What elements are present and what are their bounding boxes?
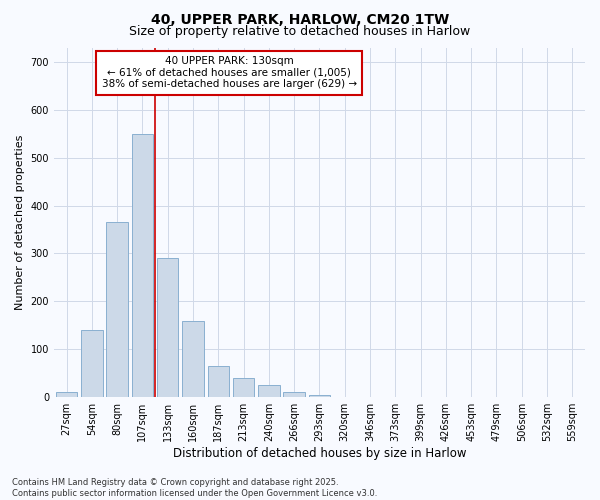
Text: Size of property relative to detached houses in Harlow: Size of property relative to detached ho… xyxy=(130,25,470,38)
Bar xyxy=(208,366,229,397)
Bar xyxy=(157,258,178,397)
Bar xyxy=(182,320,204,397)
Bar xyxy=(56,392,77,397)
Bar xyxy=(106,222,128,397)
Bar xyxy=(283,392,305,397)
Bar xyxy=(81,330,103,397)
Bar xyxy=(258,385,280,397)
Bar xyxy=(309,395,330,397)
X-axis label: Distribution of detached houses by size in Harlow: Distribution of detached houses by size … xyxy=(173,447,466,460)
Text: 40 UPPER PARK: 130sqm
← 61% of detached houses are smaller (1,005)
38% of semi-d: 40 UPPER PARK: 130sqm ← 61% of detached … xyxy=(101,56,357,90)
Bar xyxy=(233,378,254,397)
Text: Contains HM Land Registry data © Crown copyright and database right 2025.
Contai: Contains HM Land Registry data © Crown c… xyxy=(12,478,377,498)
Text: 40, UPPER PARK, HARLOW, CM20 1TW: 40, UPPER PARK, HARLOW, CM20 1TW xyxy=(151,12,449,26)
Y-axis label: Number of detached properties: Number of detached properties xyxy=(15,134,25,310)
Bar xyxy=(131,134,153,397)
